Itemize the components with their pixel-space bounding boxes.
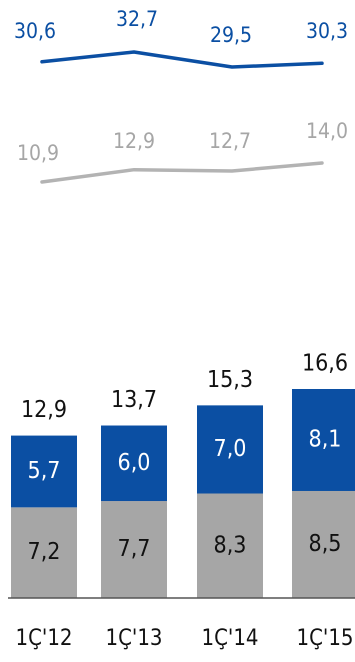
bar-segment-grey [11, 507, 77, 598]
bar-segment-grey [197, 493, 263, 598]
bar-label-grey: 8,3 [214, 532, 247, 558]
bar-segment-blue [292, 389, 355, 491]
category-label: 1Ç'14 [201, 626, 258, 651]
bar-label-blue: 8,1 [309, 426, 342, 452]
bar-segment-blue [11, 435, 77, 508]
bar-segment-blue [101, 425, 167, 502]
bar-segment-grey [101, 501, 167, 598]
category-label: 1Ç'13 [105, 626, 162, 651]
point-label: 14,0 [306, 119, 348, 143]
bar-segment-blue [197, 405, 263, 494]
bar-total-label: 12,9 [21, 397, 67, 423]
point-label: 30,6 [14, 19, 56, 43]
bar-label-blue: 7,0 [214, 436, 247, 462]
bar-label-grey: 7,2 [28, 539, 61, 565]
category-label: 1Ç'15 [296, 626, 353, 651]
bar-total-label: 16,6 [302, 351, 348, 377]
bar-segment-grey [292, 490, 355, 598]
point-label: 10,9 [17, 141, 59, 165]
point-label: 29,5 [210, 23, 252, 47]
point-label: 32,7 [116, 7, 158, 31]
bar-label-grey: 7,7 [118, 536, 151, 562]
point-label: 12,9 [113, 129, 155, 153]
stacked-bar-chart: 7,2 5,7 12,9 7,7 6,0 13,7 8,3 7,0 15,3 8,5 8,1 16,6 [11, 351, 355, 598]
category-axis-labels: 1Ç'12 1Ç'13 1Ç'14 1Ç'15 [15, 626, 353, 651]
bar-label-blue: 5,7 [28, 458, 61, 484]
point-label: 30,3 [306, 19, 348, 43]
bar-total-label: 15,3 [207, 367, 253, 393]
series-line [40, 161, 324, 184]
bar-total-label: 13,7 [111, 387, 157, 413]
point-label: 12,7 [209, 129, 251, 153]
grey-line-chart: 10,9 12,9 12,7 14,0 [17, 119, 348, 184]
bar-label-grey: 8,5 [309, 531, 342, 557]
blue-line-chart: 30,6 32,7 29,5 30,3 [14, 7, 348, 69]
series-line [40, 50, 324, 69]
bar-label-blue: 6,0 [118, 450, 151, 476]
category-label: 1Ç'12 [15, 626, 72, 651]
